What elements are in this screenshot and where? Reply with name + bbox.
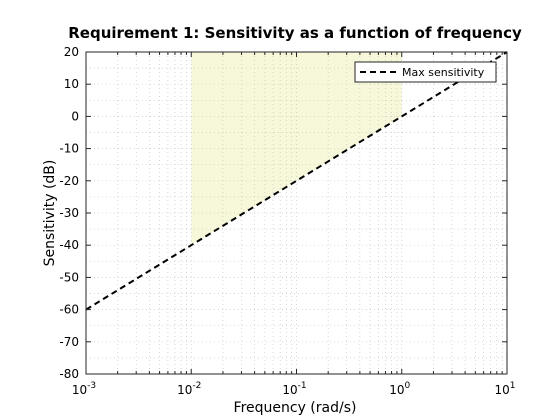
y-tick-label: -20 — [59, 174, 79, 188]
x-tick-label: 10-2 — [177, 381, 201, 397]
y-tick-label: 10 — [64, 77, 79, 91]
y-tick-label: -70 — [59, 335, 79, 349]
x-tick-labels: 10-3 10-2 10-1 100 101 — [72, 381, 516, 397]
x-tick-label: 10-1 — [282, 381, 306, 397]
chart-title: Requirement 1: Sensitivity as a function… — [68, 24, 522, 42]
grid — [86, 52, 507, 374]
y-tick-label: 20 — [64, 45, 79, 59]
x-tick-label: 100 — [389, 381, 410, 397]
tick-marks — [85, 51, 508, 375]
legend-label-max-sensitivity: Max sensitivity — [402, 66, 485, 79]
x-tick-label: 101 — [494, 381, 515, 397]
y-axis-label: Sensitivity (dB) — [42, 160, 58, 267]
series-line-max-sensitivity — [85, 51, 508, 311]
y-tick-label: 0 — [71, 109, 79, 123]
plot-area: 10-3 10-2 10-1 100 101 20100-10-20-30-40-50-… — [59, 45, 515, 397]
y-tick-label: -10 — [59, 142, 79, 156]
legend: Max sensitivity — [354, 61, 497, 83]
y-tick-label: -80 — [59, 367, 79, 381]
x-axis-label: Frequency (rad/s) — [234, 400, 357, 416]
x-tick-label: 10-3 — [72, 381, 96, 397]
y-tick-labels: 20 10 0 -10 -20 -30 -40 -50 -60 -70 -80 — [59, 45, 79, 381]
y-tick-label: -60 — [59, 303, 79, 317]
legend-box — [354, 61, 497, 83]
y-tick-label: -30 — [59, 206, 79, 220]
y-tick-label: -50 — [59, 270, 79, 284]
y-tick-label: -40 — [59, 238, 79, 252]
